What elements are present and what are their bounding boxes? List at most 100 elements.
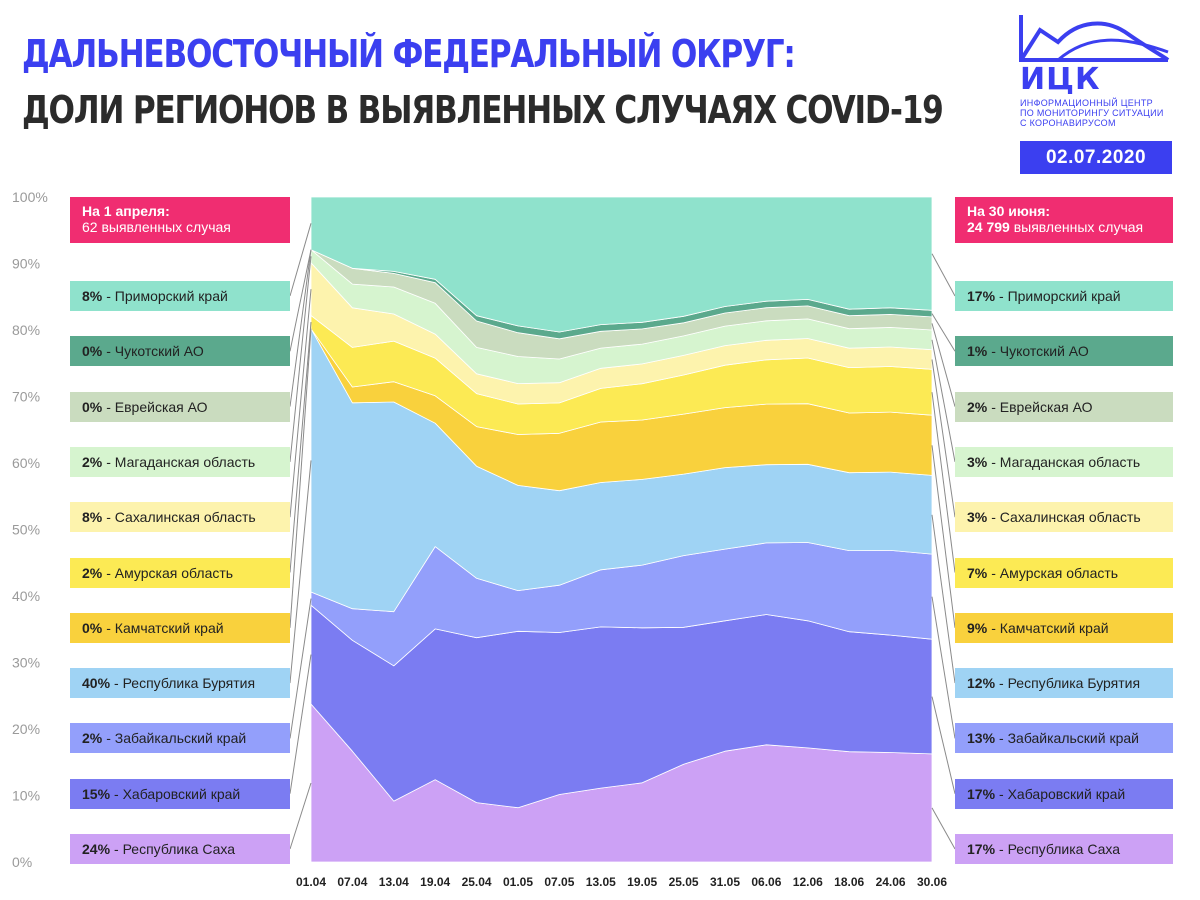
connector-left <box>289 460 312 684</box>
label-region: - Магаданская область <box>991 453 1141 470</box>
x-tick-label: 18.06 <box>834 875 864 889</box>
connector-left <box>289 598 312 739</box>
logo-subtitle-line: С КОРОНАВИРУСОМ <box>1020 118 1116 128</box>
y-tick-label: 50% <box>12 522 40 538</box>
x-tick-label: 07.05 <box>544 875 574 889</box>
connector-right <box>931 445 956 628</box>
label-right-1: 17% - Республика Саха <box>955 834 1173 864</box>
logo-subtitle-line: ИНФОРМАЦИОННЫЙ ЦЕНТР <box>1020 98 1153 108</box>
connector-right <box>931 339 956 462</box>
label-left-4: 40% - Республика Бурятия <box>70 668 290 699</box>
x-tick-label: 13.04 <box>379 875 409 889</box>
label-right-7: 3% - Сахалинская область <box>955 502 1173 533</box>
connector-right <box>931 313 956 352</box>
left-header: На 1 апреля: 62 выявленных случая <box>70 197 290 243</box>
connector-left <box>289 322 312 573</box>
right-header-title: На 30 июня: <box>967 203 1051 219</box>
label-region: - Хабаровский край <box>114 785 241 802</box>
connector-right <box>931 392 956 573</box>
label-percent: 7% <box>967 564 988 581</box>
label-percent: 0% <box>82 343 103 360</box>
label-percent: 0% <box>82 619 103 636</box>
connector-right <box>931 696 956 794</box>
y-tick-label: 30% <box>12 655 40 671</box>
label-region: - Амурская область <box>106 564 234 581</box>
connector-left <box>289 654 312 794</box>
label-percent: 13% <box>967 730 996 747</box>
logo-subtitle: ИНФОРМАЦИОННЫЙ ЦЕНТР ПО МОНИТОРИНГУ СИТУ… <box>1020 98 1190 128</box>
y-tick-label: 0% <box>12 854 32 870</box>
label-left-6: 2% - Амурская область <box>70 557 290 588</box>
label-left-9: 0% - Еврейская АО <box>70 391 290 422</box>
label-right-10: 1% - Чукотский АО <box>955 336 1173 367</box>
label-right-6: 7% - Амурская область <box>955 557 1173 588</box>
y-tick-label: 90% <box>12 256 40 272</box>
label-right-9: 2% - Еврейская АО <box>955 391 1173 422</box>
label-right-11: 17% - Приморский край <box>955 281 1173 311</box>
connector-left <box>289 289 312 518</box>
date-badge: 02.07.2020 <box>1020 141 1172 174</box>
label-percent: 3% <box>967 453 988 470</box>
x-tick-label: 06.06 <box>751 875 781 889</box>
x-tick-label: 25.04 <box>462 875 492 889</box>
connector-right <box>931 514 956 684</box>
label-percent: 2% <box>967 398 988 415</box>
right-header-count-number: 24 799 <box>967 219 1010 235</box>
label-percent: 24% <box>82 841 111 857</box>
y-tick-label: 100% <box>12 189 48 205</box>
y-tick-label: 80% <box>12 322 40 338</box>
label-region: - Еврейская АО <box>106 398 208 415</box>
logo-subtitle-line: ПО МОНИТОРИНГУ СИТУАЦИИ <box>1020 108 1164 118</box>
label-percent: 17% <box>967 785 996 802</box>
logo-icon <box>1019 15 1170 62</box>
left-header-title: На 1 апреля: <box>82 203 170 219</box>
title-line-2: ДОЛИ РЕГИОНОВ В ВЫЯВЛЕННЫХ СЛУЧАЯХ COVID… <box>22 88 944 132</box>
label-region: - Забайкальский край <box>999 730 1139 747</box>
label-region: - Магаданская область <box>106 453 256 470</box>
x-tick-label: 12.06 <box>793 875 823 889</box>
label-region: - Еврейская АО <box>991 398 1093 415</box>
label-left-2: 15% - Хабаровский край <box>70 778 290 809</box>
left-header-count: 62 выявленных случая <box>82 219 231 235</box>
connector-left <box>289 782 312 850</box>
connector-left <box>289 328 312 628</box>
label-region: - Амурская область <box>991 564 1119 581</box>
x-tick-label: 13.05 <box>586 875 616 889</box>
label-region: - Чукотский АО <box>106 343 204 360</box>
connector-left <box>289 256 312 462</box>
right-header: На 30 июня: 24 799 выявленных случая <box>955 197 1173 243</box>
label-region: - Республика Саха <box>114 841 235 857</box>
label-right-8: 3% - Магаданская область <box>955 446 1173 477</box>
label-region: - Сахалинская область <box>991 509 1141 526</box>
label-left-1: 24% - Республика Саха <box>70 834 290 864</box>
label-left-3: 2% - Забайкальский край <box>70 723 290 754</box>
label-region: - Забайкальский край <box>106 730 247 747</box>
label-left-8: 2% - Магаданская область <box>70 446 290 477</box>
label-region: - Приморский край <box>106 288 228 304</box>
label-right-5: 9% - Камчатский край <box>955 612 1173 643</box>
connector-left <box>289 249 312 407</box>
label-percent: 8% <box>82 509 103 526</box>
y-tick-label: 40% <box>12 588 40 604</box>
x-tick-label: 19.05 <box>627 875 657 889</box>
y-tick-label: 10% <box>12 788 40 804</box>
area-11 <box>310 196 933 333</box>
label-region: - Чукотский АО <box>991 343 1089 360</box>
label-percent: 2% <box>82 564 103 581</box>
label-region: - Камчатский край <box>106 619 224 636</box>
x-tick-label: 19.04 <box>420 875 450 889</box>
title-line-1: ДАЛЬНЕВОСТОЧНЫЙ ФЕДЕРАЛЬНЫЙ ОКРУГ: <box>22 32 796 76</box>
label-right-3: 13% - Забайкальский край <box>955 723 1173 754</box>
label-right-4: 12% - Республика Бурятия <box>955 668 1173 699</box>
label-percent: 17% <box>967 841 996 857</box>
y-tick-label: 60% <box>12 455 40 471</box>
label-left-11: 8% - Приморский край <box>70 281 290 311</box>
label-region: - Сахалинская область <box>106 509 256 526</box>
label-percent: 40% <box>82 675 111 692</box>
label-percent: 9% <box>967 619 988 636</box>
connector-right <box>931 253 956 297</box>
label-region: - Республика Бурятия <box>999 675 1141 692</box>
right-header-count-text: выявленных случая <box>1009 219 1144 235</box>
x-tick-label: 01.05 <box>503 875 533 889</box>
